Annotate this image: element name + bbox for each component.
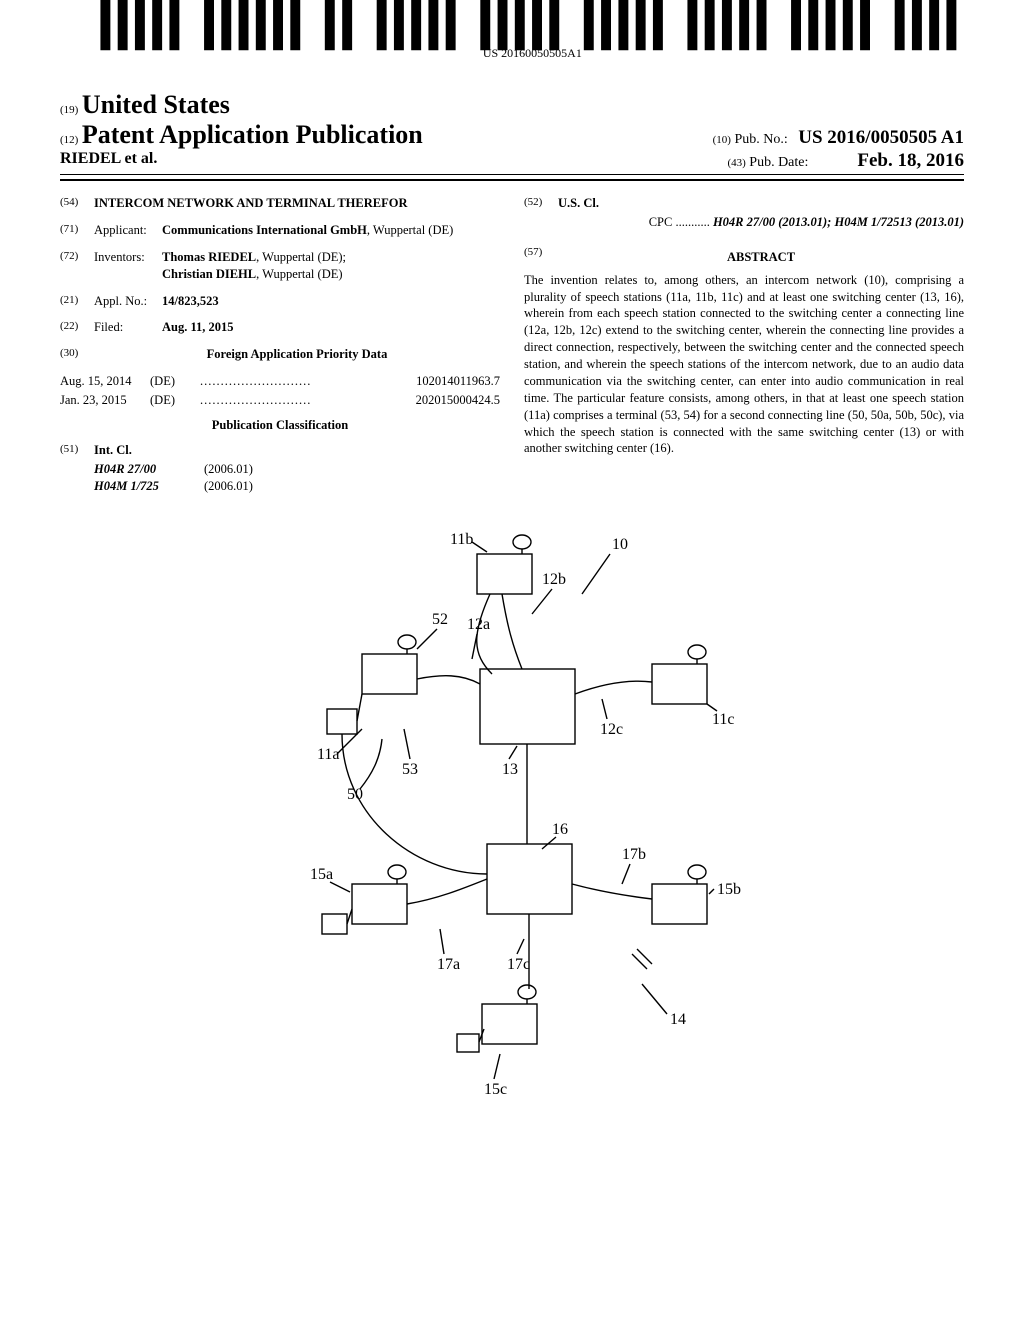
fig-label-15c: 15c bbox=[484, 1081, 507, 1098]
applicant-num: (71) bbox=[60, 222, 94, 239]
fig-label-13: 13 bbox=[502, 761, 518, 778]
applicant-label: Applicant: bbox=[94, 222, 162, 239]
cpc-text: H04R 27/00 (2013.01); H04M 1/72513 (2013… bbox=[713, 215, 964, 229]
fig-label-12c: 12c bbox=[600, 721, 623, 738]
inventor-2-loc: , Wuppertal (DE) bbox=[256, 267, 342, 281]
uscl-num: (52) bbox=[524, 195, 558, 212]
priority-cc-0: (DE) bbox=[150, 373, 200, 390]
filed-value: Aug. 11, 2015 bbox=[162, 319, 500, 336]
inventor-2-name: Christian DIEHL bbox=[162, 267, 256, 281]
intcl-code-0: H04R 27/00 bbox=[94, 461, 204, 478]
fig-label-17a: 17a bbox=[437, 956, 460, 973]
priority-title: Foreign Application Priority Data bbox=[207, 347, 388, 361]
fig-label-15a: 15a bbox=[310, 866, 333, 883]
filed-num: (22) bbox=[60, 319, 94, 336]
right-column: (52) U.S. Cl. CPC ........... H04R 27/00… bbox=[524, 195, 964, 494]
patent-figure: 11b 10 12b 52 12a 11a bbox=[60, 514, 964, 1139]
left-column: (54) INTERCOM NETWORK AND TERMINAL THERE… bbox=[60, 195, 500, 494]
intcl-year-1: (2006.01) bbox=[204, 478, 253, 495]
priority-appnum-1: 202015000424.5 bbox=[380, 392, 500, 409]
document-header: (19) United States (12) Patent Applicati… bbox=[60, 90, 964, 181]
priority-appnum-0: 102014011963.7 bbox=[380, 373, 500, 390]
fig-label-53: 53 bbox=[402, 761, 418, 778]
applicant-value: Communications International GmbH, Wuppe… bbox=[162, 222, 500, 239]
priority-dots: ........................... bbox=[200, 373, 380, 390]
priority-dots: ........................... bbox=[200, 392, 380, 409]
fig-label-52: 52 bbox=[432, 611, 448, 628]
biblio-columns: (54) INTERCOM NETWORK AND TERMINAL THERE… bbox=[60, 195, 964, 494]
inventors-num: (72) bbox=[60, 249, 94, 283]
applno-num: (21) bbox=[60, 293, 94, 310]
applno-label: Appl. No.: bbox=[94, 293, 162, 310]
inventors-value: Thomas RIEDEL, Wuppertal (DE); Christian… bbox=[162, 249, 500, 283]
abstract-num: (57) bbox=[524, 245, 558, 272]
priority-num: (30) bbox=[60, 346, 94, 363]
fig-label-11a: 11a bbox=[317, 746, 340, 763]
pubno-label: Pub. No.: bbox=[734, 132, 787, 147]
filed-label: Filed: bbox=[94, 319, 162, 336]
pubclass-title: Publication Classification bbox=[60, 417, 500, 434]
header-authors: RIEDEL et al. bbox=[60, 150, 157, 172]
fig-label-15b: 15b bbox=[717, 881, 741, 898]
fig-label-17b: 17b bbox=[622, 846, 646, 863]
barcode-block: ▌▌▌▌▌ ▌▌▌▌▌▌ ▌▌ ▌▌▌▌▌ ▌▌▌▌▌ ▌▌▌▌▌ ▌▌▌▌▌ … bbox=[101, 10, 964, 61]
applicant-loc: , Wuppertal (DE) bbox=[367, 223, 453, 237]
intcl-code-1: H04M 1/725 bbox=[94, 478, 204, 495]
pubdate-num: (43) bbox=[727, 157, 745, 169]
pubno-value: US 2016/0050505 A1 bbox=[798, 127, 964, 148]
inventor-1-loc: , Wuppertal (DE); bbox=[256, 250, 346, 264]
priority-row: Jan. 23, 2015 (DE) .....................… bbox=[60, 392, 500, 409]
cpc-prefix: CPC ........... bbox=[649, 215, 710, 229]
abstract-body: The invention relates to, among others, … bbox=[524, 272, 964, 458]
cpc-line: CPC ........... H04R 27/00 (2013.01); H0… bbox=[524, 214, 964, 231]
header-doctype-num: (12) bbox=[60, 134, 78, 146]
abstract-title: ABSTRACT bbox=[558, 249, 964, 266]
title-num: (54) bbox=[60, 195, 94, 212]
fig-label-11b: 11b bbox=[450, 531, 473, 548]
intcl-row: H04M 1/725 (2006.01) bbox=[94, 478, 500, 495]
invention-title: INTERCOM NETWORK AND TERMINAL THEREFOR bbox=[94, 195, 500, 212]
header-country-num: (19) bbox=[60, 104, 78, 116]
priority-cc-1: (DE) bbox=[150, 392, 200, 409]
intcl-num: (51) bbox=[60, 442, 94, 459]
header-country: United States bbox=[82, 90, 230, 119]
fig-label-11c: 11c bbox=[712, 711, 735, 728]
intcl-row: H04R 27/00 (2006.01) bbox=[94, 461, 500, 478]
fig-label-17c: 17c bbox=[507, 956, 530, 973]
priority-date-0: Aug. 15, 2014 bbox=[60, 373, 150, 390]
fig-label-16: 16 bbox=[552, 821, 568, 838]
pubdate-value: Feb. 18, 2016 bbox=[857, 150, 964, 171]
intcl-label: Int. Cl. bbox=[94, 442, 500, 459]
inventors-label: Inventors: bbox=[94, 249, 162, 283]
priority-row: Aug. 15, 2014 (DE) .....................… bbox=[60, 373, 500, 390]
pubdate-label: Pub. Date: bbox=[749, 155, 808, 170]
priority-date-1: Jan. 23, 2015 bbox=[60, 392, 150, 409]
fig-label-12b: 12b bbox=[542, 571, 566, 588]
intcl-year-0: (2006.01) bbox=[204, 461, 253, 478]
uscl-label: U.S. Cl. bbox=[558, 195, 964, 212]
fig-label-10: 10 bbox=[612, 536, 628, 553]
fig-label-12a: 12a bbox=[467, 616, 490, 633]
barcode-graphic: ▌▌▌▌▌ ▌▌▌▌▌▌ ▌▌ ▌▌▌▌▌ ▌▌▌▌▌ ▌▌▌▌▌ ▌▌▌▌▌ … bbox=[101, 4, 964, 44]
header-doctype: Patent Application Publication bbox=[82, 120, 423, 149]
applno-value: 14/823,523 bbox=[162, 293, 500, 310]
fig-label-14: 14 bbox=[670, 1011, 686, 1028]
inventor-1-name: Thomas RIEDEL bbox=[162, 250, 256, 264]
applicant-name: Communications International GmbH bbox=[162, 223, 367, 237]
pubno-num: (10) bbox=[713, 134, 731, 146]
